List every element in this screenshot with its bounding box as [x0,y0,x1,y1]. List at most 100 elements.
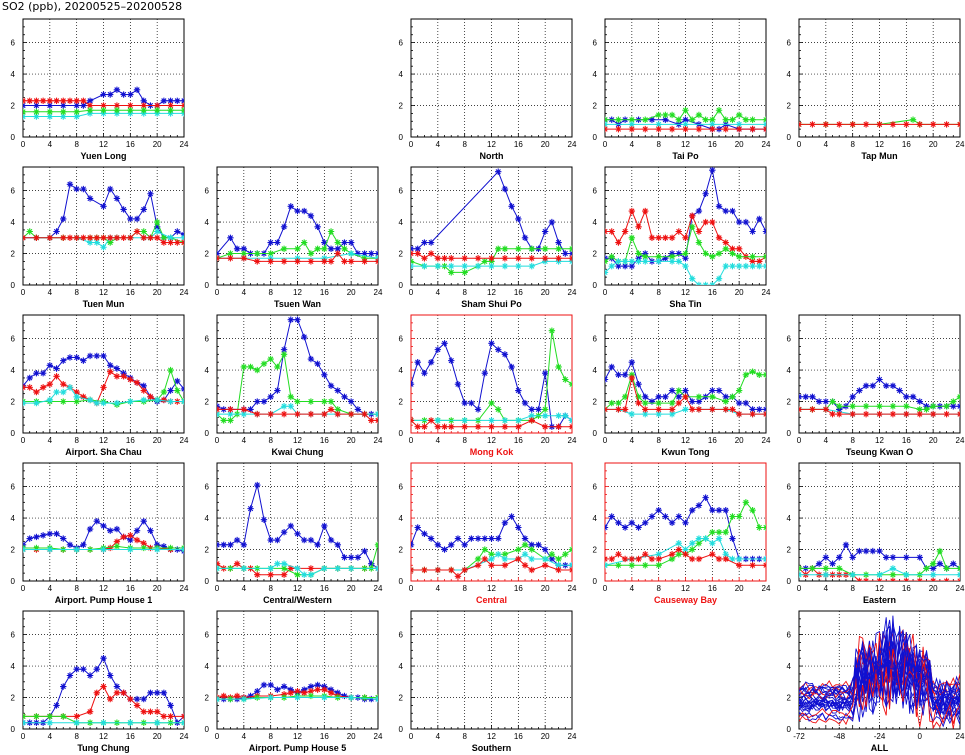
data-point-red [605,555,609,563]
data-point-blue [709,387,716,394]
data-point-red [414,250,421,257]
data-point-green [495,245,502,253]
data-point-red [689,212,696,219]
data-point-blue [903,393,910,401]
data-point-blue [254,481,261,489]
y-tick-label: 0 [593,577,598,586]
data-point-blue [280,683,288,690]
data-point-red [127,695,134,703]
data-point-blue [33,102,40,109]
data-point-red [729,245,736,253]
data-point-red [153,234,161,241]
data-point-red [521,562,529,569]
data-point-red [254,571,261,578]
y-tick-label: 6 [11,631,16,640]
data-point-blue [756,406,763,413]
data-point-green [722,245,729,253]
data-point-green [608,399,615,407]
x-tick-label: 12 [487,288,496,297]
data-point-cyan [434,417,442,424]
data-point-blue [280,346,288,353]
x-tick-label: 20 [541,140,550,149]
y-tick-label: 2 [11,102,16,111]
data-point-green [675,551,682,558]
panel-frame [604,166,767,286]
data-point-blue [301,333,308,341]
data-point-red [334,410,341,418]
panel-title: Central/Western [263,595,332,605]
data-point-green [655,562,662,569]
data-point-red [903,121,910,128]
data-point-blue [414,359,421,366]
y-tick-label: 2 [399,102,404,111]
data-point-green [474,555,482,563]
data-point-green [568,381,572,388]
data-point-blue [541,228,549,235]
data-point-green [635,393,642,401]
data-point-blue [86,672,94,679]
data-point-green [294,245,301,253]
data-point-red [217,255,221,262]
data-point-green [809,565,816,572]
data-point-green [956,565,960,572]
x-tick-label: 0 [918,732,923,741]
data-point-blue [307,536,315,544]
data-point-green [267,250,274,257]
data-point-cyan [46,546,54,553]
data-point-cyan [876,571,883,578]
data-point-red [100,102,107,109]
x-tick-label: 24 [180,140,189,149]
y-tick-label: 0 [593,133,598,142]
data-point-green [528,245,535,253]
data-point-cyan [267,694,274,701]
data-point-cyan [73,546,80,553]
data-point-green [943,403,950,410]
x-tick-label: 4 [630,584,635,593]
data-point-green [528,546,535,553]
data-point-blue [535,406,542,413]
x-tick-label: 4 [48,584,53,593]
data-point-green [702,250,709,257]
data-point-green [307,692,315,700]
data-point-blue [809,393,816,401]
y-tick-label: 0 [205,577,210,586]
panel-title: Airport. Pump House 1 [55,595,153,605]
data-point-green [642,399,649,407]
data-point-green [689,116,696,123]
data-point-blue [314,360,321,367]
data-point-blue [521,234,529,241]
series-line-cyan [411,553,572,571]
data-point-cyan [227,410,234,418]
data-point-red [100,683,107,690]
data-point-cyan [756,262,763,270]
data-point-blue [495,346,502,353]
data-point-blue [147,689,154,697]
y-tick-label: 4 [11,662,16,671]
data-point-blue [140,97,147,105]
data-point-blue [301,536,308,544]
data-point-blue [521,399,529,407]
data-point-green [301,239,308,246]
data-point-green [715,529,723,536]
data-point-cyan [374,565,378,572]
data-point-blue [682,255,689,262]
data-point-blue [287,522,294,530]
data-point-green [722,529,729,536]
data-point-green [327,398,335,405]
data-point-blue [495,535,502,542]
data-point-red [615,125,622,133]
data-point-blue [140,382,147,389]
data-point-cyan [46,113,54,120]
y-tick-label: 2 [11,546,16,555]
data-point-blue [307,212,315,219]
data-point-red [943,577,950,581]
data-point-blue [648,398,656,405]
data-point-cyan [903,571,910,578]
data-point-green [140,107,147,114]
data-point-red [133,702,141,709]
data-point-blue [294,530,301,537]
x-tick-label: 4 [630,288,635,297]
series-layer [605,359,766,418]
